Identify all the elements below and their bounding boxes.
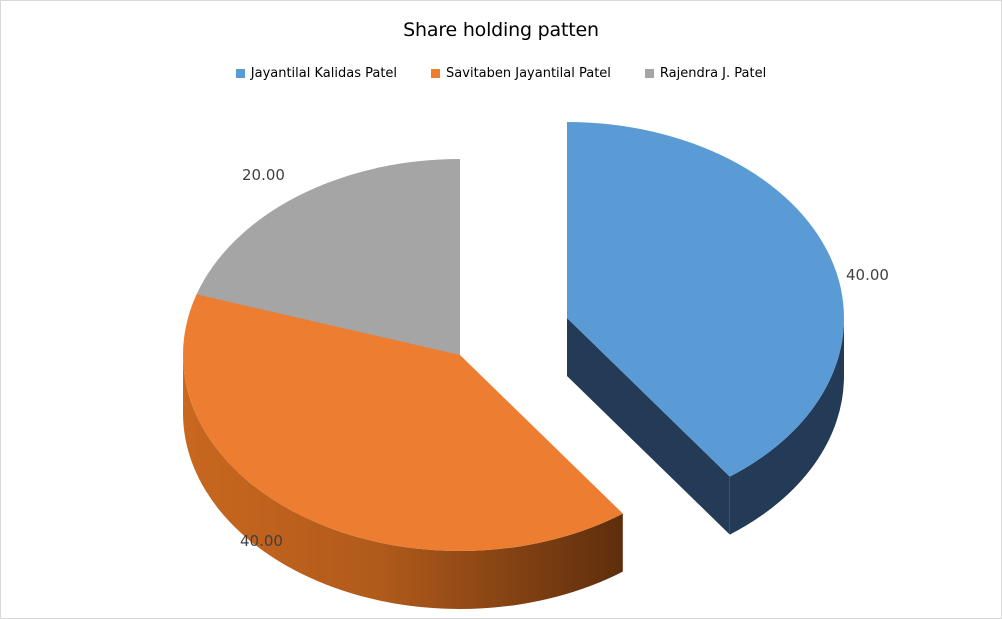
legend-item-savitaben[interactable]: Savitaben Jayantilal Patel [431,66,611,81]
legend-swatch-savitaben [431,69,441,78]
data-label-jayantilal: 40.00 [846,266,889,284]
legend-swatch-rajendra [644,69,654,78]
legend-item-rajendra[interactable]: Rajendra J. Patel [644,66,767,81]
pie-slice-savitaben[interactable] [182,294,623,609]
pie-slice-top-savitaben [182,294,623,551]
legend-label-jayantilal: Jayantilal Kalidas Patel [250,66,398,81]
data-label-rajendra: 20.00 [242,166,285,184]
legend-label-savitaben: Savitaben Jayantilal Patel [446,66,611,81]
chart-legend: Jayantilal Kalidas Patel Savitaben Jayan… [0,66,1002,81]
legend-label-rajendra: Rajendra J. Patel [659,66,767,81]
pie-slice-wall-jayantilal-0 [567,318,730,535]
pie-slice-side-savitaben [182,355,623,609]
legend-item-jayantilal[interactable]: Jayantilal Kalidas Patel [235,66,398,81]
legend-swatch-jayantilal [235,69,245,78]
data-label-savitaben: 40.00 [240,532,283,550]
pie-slice-side-jayantilal [729,318,844,535]
pie-slice-top-rajendra [196,159,460,355]
pie-slice-top-jayantilal [567,122,844,477]
pie-slice-jayantilal[interactable] [567,122,844,535]
chart-title: Share holding patten [403,19,599,41]
